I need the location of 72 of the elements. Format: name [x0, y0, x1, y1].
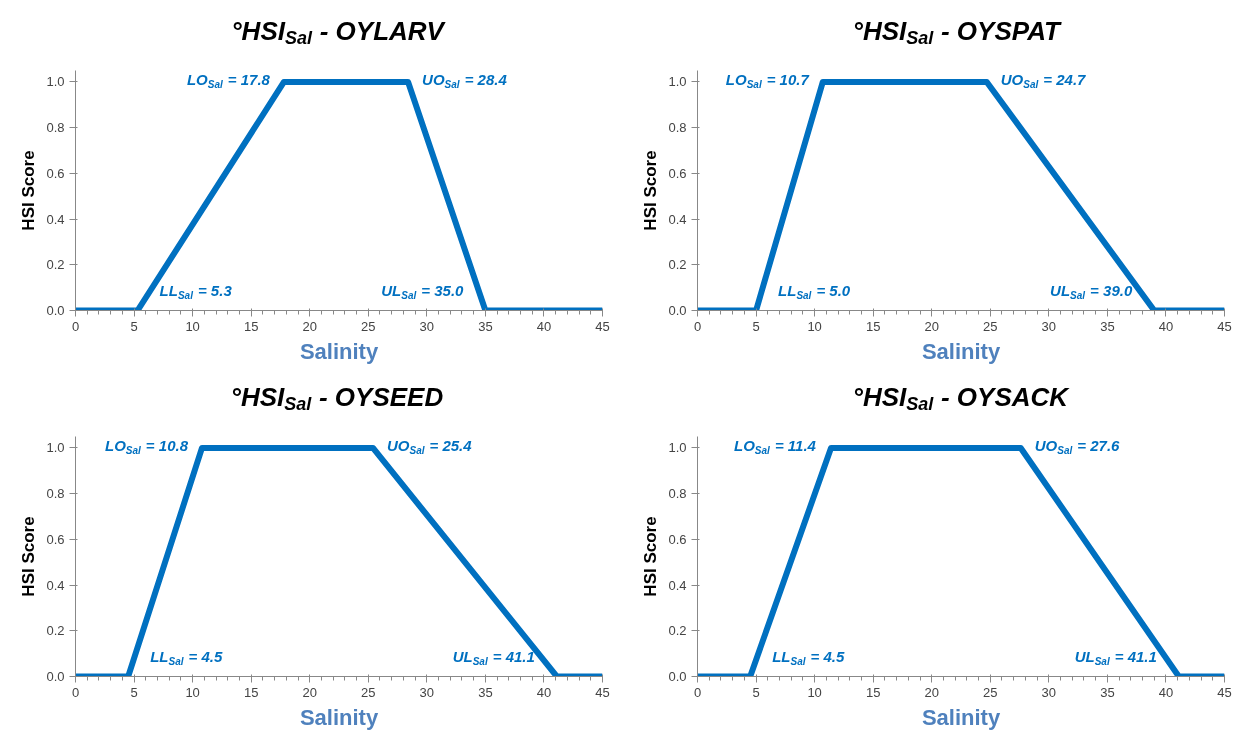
x-tick-label: 15	[865, 684, 881, 700]
y-tick-label: 0.8	[46, 486, 65, 502]
x-tick-label: 40	[1158, 318, 1174, 334]
x-tick-label: 40	[1158, 684, 1174, 700]
x-tick-label: 15	[243, 684, 259, 700]
y-tick-label: 0.8	[668, 120, 687, 136]
x-tick-label: 0	[71, 684, 80, 700]
x-tick-label: 30	[419, 684, 435, 700]
x-tick-label: 45	[595, 318, 610, 334]
y-tick-label: 0.0	[668, 303, 687, 318]
x-tick-label: 30	[419, 318, 435, 334]
x-tick-label: 40	[536, 684, 552, 700]
y-tick-label: 0.6	[46, 531, 65, 547]
x-tick-label: 5	[130, 684, 138, 700]
y-tick-label: 0.2	[668, 257, 687, 273]
x-tick-label: 25	[983, 684, 998, 700]
x-axis-title: Salinity	[299, 704, 379, 730]
x-tick-label: 10	[185, 684, 200, 700]
x-tick-label: 5	[752, 684, 760, 700]
y-tick-label: 0.4	[668, 211, 687, 227]
y-tick-label: 0.6	[668, 531, 687, 547]
x-tick-label: 0	[693, 684, 702, 700]
x-tick-label: 25	[983, 318, 998, 334]
x-tick-label: 30	[1041, 684, 1057, 700]
x-tick-label: 0	[693, 318, 702, 334]
x-tick-label: 30	[1041, 318, 1057, 334]
x-axis-title: Salinity	[299, 338, 379, 364]
x-tick-label: 20	[924, 318, 939, 334]
x-tick-label: 15	[243, 318, 259, 334]
x-tick-label: 20	[302, 684, 317, 700]
x-tick-label: 35	[1100, 318, 1115, 334]
y-tick-label: 0.0	[46, 303, 65, 318]
x-tick-label: 20	[924, 684, 939, 700]
x-tick-label: 45	[1217, 318, 1232, 334]
x-tick-label: 10	[807, 318, 822, 334]
y-tick-label: 0.4	[46, 211, 65, 227]
y-tick-label: 0.0	[668, 669, 687, 684]
x-axis-title: Salinity	[921, 338, 1001, 364]
y-tick-label: 1.0	[668, 74, 687, 90]
x-tick-label: 40	[536, 318, 552, 334]
y-tick-label: 0.8	[668, 486, 687, 502]
y-axis-title: HSI Score	[641, 516, 661, 597]
x-axis-title: Salinity	[921, 704, 1001, 730]
y-tick-label: 0.6	[46, 165, 65, 181]
y-tick-label: 1.0	[668, 440, 687, 456]
x-tick-label: 35	[1100, 684, 1115, 700]
y-tick-label: 1.0	[46, 440, 65, 456]
x-tick-label: 10	[185, 318, 200, 334]
x-tick-label: 45	[595, 684, 610, 700]
x-tick-label: 25	[361, 684, 376, 700]
y-axis-title: HSI Score	[641, 150, 661, 231]
x-tick-label: 35	[478, 318, 493, 334]
x-tick-label: 35	[478, 684, 493, 700]
y-tick-label: 0.4	[668, 577, 687, 593]
y-tick-label: 0.6	[668, 165, 687, 181]
x-tick-label: 25	[361, 318, 376, 334]
x-tick-label: 5	[130, 318, 138, 334]
y-tick-label: 0.4	[46, 577, 65, 593]
x-tick-label: 5	[752, 318, 760, 334]
y-tick-label: 0.8	[46, 120, 65, 136]
x-tick-label: 15	[865, 318, 881, 334]
x-tick-label: 45	[1217, 684, 1232, 700]
y-axis-title: HSI Score	[19, 150, 39, 231]
x-tick-label: 10	[807, 684, 822, 700]
y-tick-label: 0.2	[46, 623, 65, 639]
y-tick-label: 0.2	[668, 623, 687, 639]
y-tick-label: 1.0	[46, 74, 65, 90]
y-tick-label: 0.0	[46, 669, 65, 684]
x-tick-label: 0	[71, 318, 80, 334]
y-axis-title: HSI Score	[19, 516, 39, 597]
y-tick-label: 0.2	[46, 257, 65, 273]
x-tick-label: 20	[302, 318, 317, 334]
